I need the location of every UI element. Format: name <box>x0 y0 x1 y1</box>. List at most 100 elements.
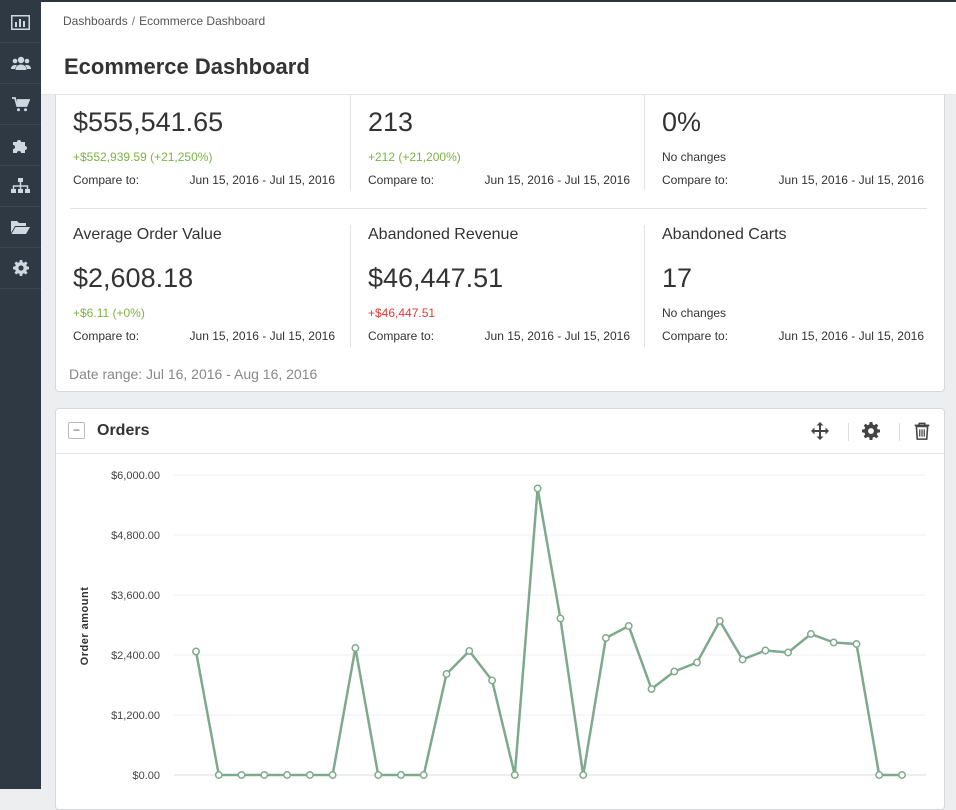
puzzle-icon <box>13 139 27 153</box>
data-point[interactable] <box>579 771 588 779</box>
y-tick-label: $3,600.00 <box>111 590 160 602</box>
sidebar-item-structure[interactable] <box>0 166 41 207</box>
breadcrumb-link-dashboards[interactable]: Dashboards <box>63 14 128 28</box>
data-point[interactable] <box>784 648 793 657</box>
gear-icon <box>12 260 29 276</box>
data-point[interactable] <box>237 771 246 779</box>
metric-name: Average Order Value <box>73 226 222 243</box>
data-point[interactable] <box>351 644 360 652</box>
y-tick-label: $0.00 <box>132 770 160 782</box>
sitemap-icon <box>11 178 30 193</box>
data-point[interactable] <box>875 771 884 779</box>
data-point[interactable] <box>465 647 474 655</box>
sidebar-item-files[interactable] <box>0 207 41 248</box>
compare-label: Compare to: <box>73 173 140 187</box>
data-point[interactable] <box>715 617 724 625</box>
compare-range: Jun 15, 2016 - Jul 15, 2016 <box>778 329 924 343</box>
metric-change: +$6.11 (+0%) <box>73 306 145 320</box>
sidebar <box>0 0 41 789</box>
metric-change: No changes <box>662 306 727 320</box>
metric-name: Abandoned Revenue <box>368 226 519 243</box>
column-divider <box>644 225 645 347</box>
data-point[interactable] <box>738 655 747 664</box>
bar-chart-icon <box>11 14 30 30</box>
row-divider <box>70 208 927 209</box>
sidebar-item-customers[interactable] <box>0 43 41 84</box>
compare-range: Jun 15, 2016 - Jul 15, 2016 <box>189 329 335 343</box>
series-line <box>194 487 902 777</box>
page-title: Ecommerce Dashboard <box>64 54 310 79</box>
breadcrumb-current: Ecommerce Dashboard <box>139 14 266 28</box>
compare-label: Compare to: <box>662 329 729 343</box>
data-point[interactable] <box>305 771 314 779</box>
shopping-cart-icon <box>11 96 30 111</box>
data-point[interactable] <box>214 771 223 779</box>
data-point[interactable] <box>761 646 770 655</box>
compare-range: Jun 15, 2016 - Jul 15, 2016 <box>778 173 924 187</box>
compare-range: Jun 15, 2016 - Jul 15, 2016 <box>189 173 335 187</box>
data-point[interactable] <box>647 685 656 693</box>
metric-change: +$46,447.51 <box>368 306 436 320</box>
sidebar-item-extensions[interactable] <box>0 125 41 166</box>
y-tick-label: $2,400.00 <box>111 650 160 662</box>
date-range: Date range: Jul 16, 2016 - Aug 16, 2016 <box>69 366 318 382</box>
data-point[interactable] <box>533 484 542 493</box>
gear-icon[interactable] <box>862 422 880 440</box>
data-point[interactable] <box>374 771 383 779</box>
data-point[interactable] <box>898 771 906 779</box>
folder-open-icon <box>11 220 30 234</box>
column-divider <box>350 225 351 347</box>
metric-value: $2,608.18 <box>73 263 194 293</box>
metric-value: 213 <box>368 107 414 137</box>
metric-value: $46,447.51 <box>368 263 504 293</box>
metric-value: $555,541.65 <box>73 107 224 137</box>
compare-label: Compare to: <box>368 329 435 343</box>
data-point[interactable] <box>556 614 565 623</box>
compare-label: Compare to: <box>368 173 435 187</box>
sidebar-item-orders[interactable] <box>0 84 41 125</box>
data-point[interactable] <box>283 771 292 779</box>
sidebar-item-reports[interactable] <box>0 2 41 43</box>
y-tick-label: $4,800.00 <box>111 530 160 542</box>
data-point[interactable] <box>328 771 337 779</box>
y-tick-label: $6,000.00 <box>111 470 160 482</box>
data-point[interactable] <box>260 771 269 779</box>
compare-range: Jun 15, 2016 - Jul 15, 2016 <box>484 173 630 187</box>
widget-header: − Orders <box>56 409 944 454</box>
y-axis-label: Order amount <box>79 587 91 666</box>
metric-orders-count: 213 +212 (+21,200%) Compare to: Jun 15, … <box>368 95 630 190</box>
collapse-button[interactable]: − <box>68 422 85 439</box>
data-point[interactable] <box>419 771 428 779</box>
toolbar-separator <box>848 423 849 441</box>
y-tick-label: $1,200.00 <box>111 710 160 722</box>
data-point[interactable] <box>852 640 861 648</box>
column-divider <box>350 95 351 190</box>
data-point[interactable] <box>397 771 405 779</box>
data-point[interactable] <box>670 667 679 676</box>
data-point[interactable] <box>510 771 519 779</box>
metric-average-order-value: Average Order Value $2,608.18 +$6.11 (+0… <box>73 225 335 347</box>
metric-name: Abandoned Carts <box>662 226 787 243</box>
data-point[interactable] <box>624 622 633 630</box>
metric-change: +$552,939.59 (+21,250%) <box>73 150 213 164</box>
users-icon <box>10 56 31 70</box>
metric-change: No changes <box>662 150 727 164</box>
widget-title: Orders <box>97 422 150 439</box>
column-divider <box>644 95 645 190</box>
top-border <box>0 0 956 2</box>
data-point[interactable] <box>693 658 701 667</box>
data-point[interactable] <box>601 634 610 642</box>
data-point[interactable] <box>488 676 497 685</box>
data-point[interactable] <box>192 647 200 656</box>
metric-total-revenue: $555,541.65 +$552,939.59 (+21,250%) Comp… <box>73 95 335 190</box>
metric-abandoned-carts: Abandoned Carts 17 No changes Compare to… <box>662 225 924 347</box>
metric-conversion: 0% No changes Compare to: Jun 15, 2016 -… <box>662 95 924 190</box>
toolbar-separator <box>899 423 900 441</box>
data-point[interactable] <box>806 630 815 638</box>
data-point[interactable] <box>829 638 838 647</box>
compare-range: Jun 15, 2016 - Jul 15, 2016 <box>484 329 630 343</box>
data-point[interactable] <box>442 670 451 678</box>
move-icon[interactable] <box>811 422 829 440</box>
trash-icon[interactable] <box>913 422 931 440</box>
sidebar-item-settings[interactable] <box>0 248 41 289</box>
